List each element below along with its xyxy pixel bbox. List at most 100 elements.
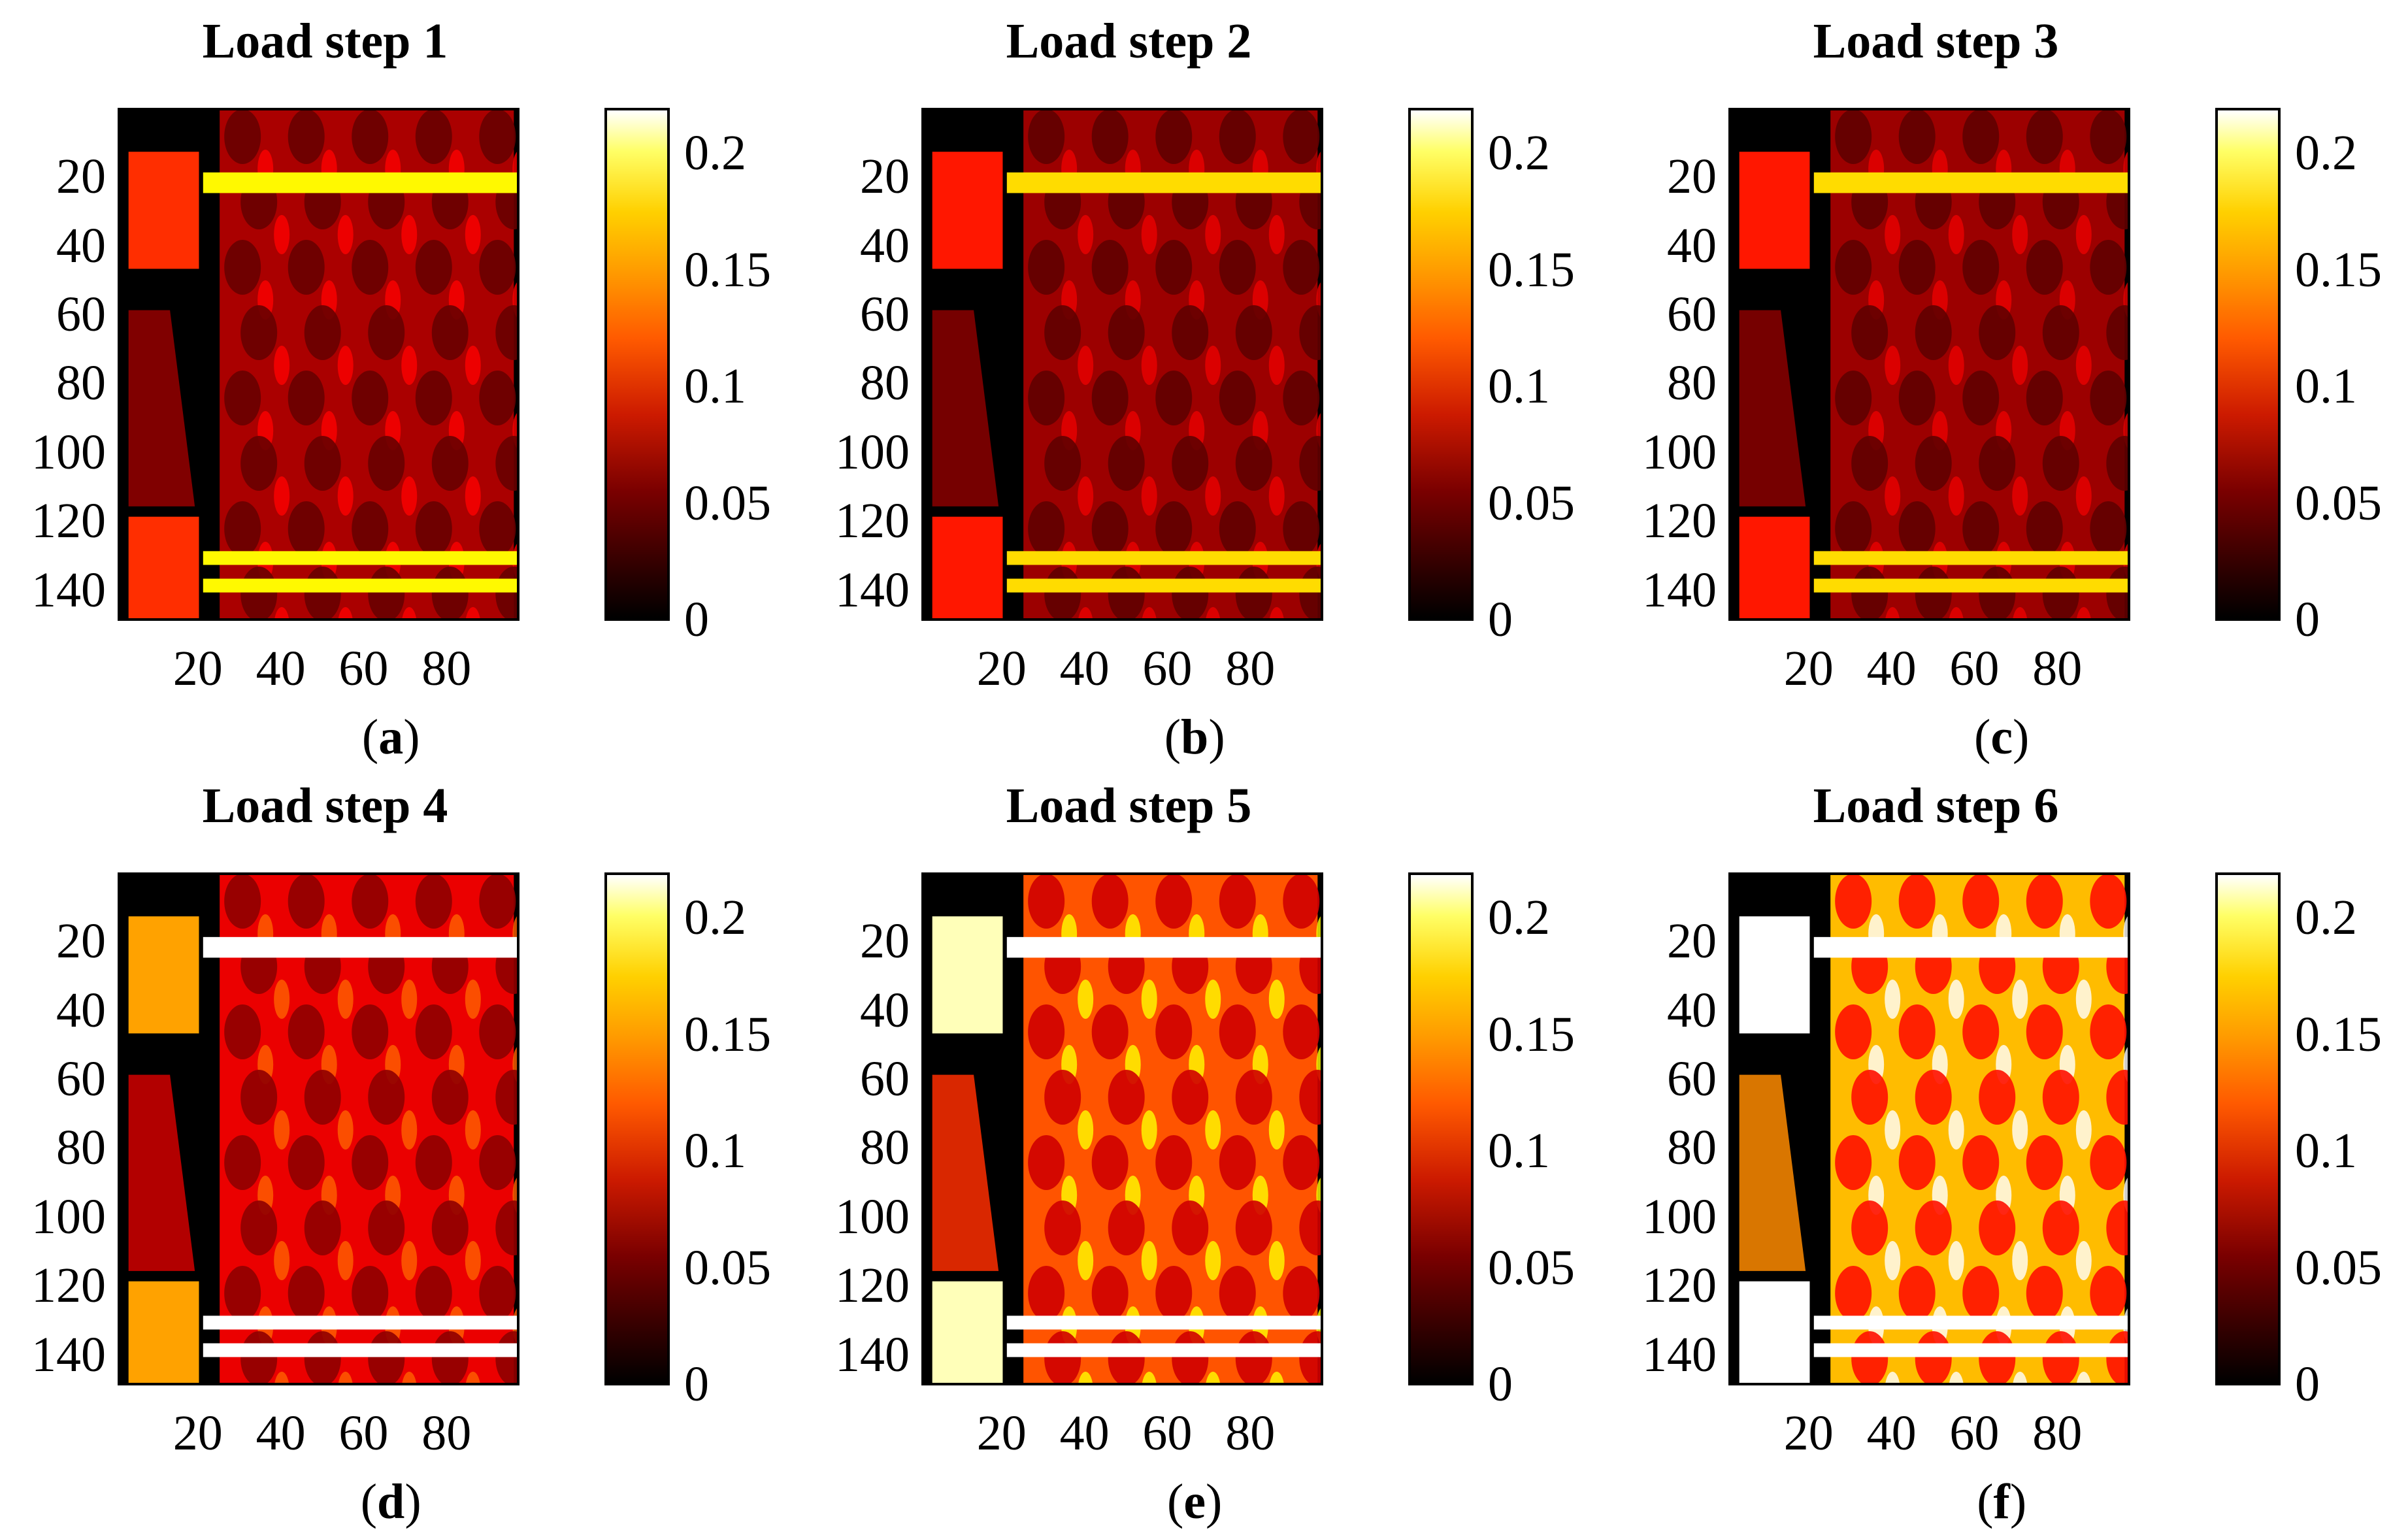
pattern-highlight — [1268, 476, 1285, 516]
pattern-cell — [415, 1266, 452, 1321]
pattern-cell — [1091, 240, 1129, 295]
x-tick-label: 60 — [1949, 641, 2000, 696]
pattern-highlight — [1949, 1372, 1964, 1383]
pattern-cell — [224, 1004, 261, 1059]
pattern-cell — [2090, 1135, 2127, 1190]
pattern-highlight — [2012, 346, 2028, 385]
pattern-cell — [1172, 1200, 1209, 1255]
pattern-highlight — [1948, 980, 1964, 1019]
pattern-cell — [1283, 875, 1320, 929]
y-tick-label: 100 — [31, 1189, 106, 1244]
pattern-cell — [1898, 875, 1936, 929]
pattern-cell — [479, 371, 516, 425]
y-tick-label: 40 — [860, 982, 910, 1038]
pattern-highlight — [2075, 346, 2092, 385]
pattern-highlight — [274, 1372, 289, 1383]
pattern-highlight — [465, 346, 481, 385]
panel-letter: d — [377, 1474, 405, 1529]
strain-band — [1006, 936, 1321, 958]
pattern-highlight — [1885, 215, 1901, 254]
pattern-highlight — [1142, 1372, 1157, 1383]
pattern-highlight — [338, 1372, 353, 1383]
pattern-cell — [431, 305, 469, 360]
pattern-cell — [479, 875, 516, 929]
pattern-cell — [368, 305, 405, 360]
strain-band — [203, 936, 517, 958]
colorbar-tick-label: 0 — [2295, 1357, 2320, 1412]
y-tick-label: 40 — [1667, 982, 1717, 1038]
pattern-highlight — [274, 1110, 290, 1150]
y-tick-label: 80 — [56, 356, 106, 411]
pattern-cell — [1962, 1135, 2000, 1190]
pattern-cell — [1299, 436, 1321, 491]
pattern-highlight — [1205, 476, 1221, 516]
panel-title: Load step 1 — [202, 14, 448, 69]
y-tick-label: 120 — [1642, 493, 1717, 549]
left-wedge — [1739, 310, 1806, 506]
y-tick-label: 60 — [56, 287, 106, 342]
pattern-highlight — [1078, 346, 1094, 385]
pattern-cell — [1044, 1070, 1081, 1125]
heatmap — [1728, 872, 2130, 1385]
pattern-highlight — [1078, 607, 1093, 618]
pattern-cell — [1851, 1070, 1888, 1125]
colorbar-tick-label: 0.05 — [1488, 1240, 1575, 1295]
pattern-cell — [288, 371, 325, 425]
pattern-cell — [1219, 371, 1256, 425]
strain-band — [203, 578, 517, 593]
colorbar-tick-label: 0.1 — [1488, 359, 1550, 414]
pattern-cell — [2042, 305, 2079, 360]
pattern-cell — [415, 110, 452, 164]
pattern-cell — [2026, 1266, 2063, 1321]
left-grip-upper — [932, 152, 1003, 269]
pattern-cell — [2042, 1200, 2079, 1255]
x-tick-label: 20 — [976, 1406, 1027, 1461]
pattern-cell — [1044, 567, 1081, 618]
pattern-highlight — [1205, 1241, 1221, 1280]
pattern-cell — [1835, 1266, 1872, 1321]
strain-band — [203, 1343, 517, 1357]
strain-band — [1006, 1316, 1321, 1330]
x-tick-label: 20 — [1783, 1406, 1834, 1461]
pattern-highlight — [1141, 1241, 1157, 1280]
pattern-highlight — [1948, 215, 1964, 254]
heatmap-image — [924, 110, 1321, 618]
pattern-cell — [368, 567, 405, 618]
pattern-cell — [1898, 371, 1936, 425]
pattern-cell — [2090, 1266, 2127, 1321]
pattern-cell — [479, 240, 516, 295]
pattern-highlight — [2075, 980, 2092, 1019]
pattern-cell — [352, 1135, 389, 1190]
pattern-highlight — [337, 1110, 354, 1150]
pattern-highlight — [401, 1110, 418, 1150]
colorbar-tick-label: 0.2 — [684, 125, 746, 181]
y-tick-label: 100 — [835, 424, 910, 480]
pattern-highlight — [1885, 980, 1901, 1019]
pattern-cell — [1898, 1135, 1936, 1190]
pattern-cell — [1962, 501, 2000, 556]
pattern-cell — [1235, 567, 1272, 618]
x-tick-label: 80 — [1225, 641, 1276, 696]
pattern-cell — [368, 1070, 405, 1125]
pattern-cell — [431, 1331, 469, 1383]
pattern-highlight — [1206, 1372, 1221, 1383]
y-tick-label: 20 — [56, 149, 106, 205]
panel-sublabel: (d) — [360, 1474, 421, 1529]
pattern-highlight — [274, 476, 290, 516]
pattern-cell — [1219, 240, 1256, 295]
pattern-cell — [1283, 110, 1320, 164]
pattern-cell — [304, 305, 341, 360]
pattern-cell — [1219, 110, 1256, 164]
pattern-cell — [1283, 1266, 1320, 1321]
pattern-cell — [1044, 1200, 1081, 1255]
x-tick-label: 80 — [2032, 1406, 2083, 1461]
pattern-highlight — [274, 980, 290, 1019]
pattern-highlight — [274, 215, 290, 254]
pattern-cell — [479, 110, 516, 164]
x-tick-label: 80 — [1225, 1406, 1276, 1461]
x-tick-label: 80 — [421, 641, 472, 696]
colorbar-tick-label: 0.15 — [684, 1006, 771, 1062]
pattern-cell — [288, 501, 325, 556]
pattern-highlight — [1885, 1241, 1901, 1280]
colorbar-tick-label: 0 — [2295, 592, 2320, 647]
